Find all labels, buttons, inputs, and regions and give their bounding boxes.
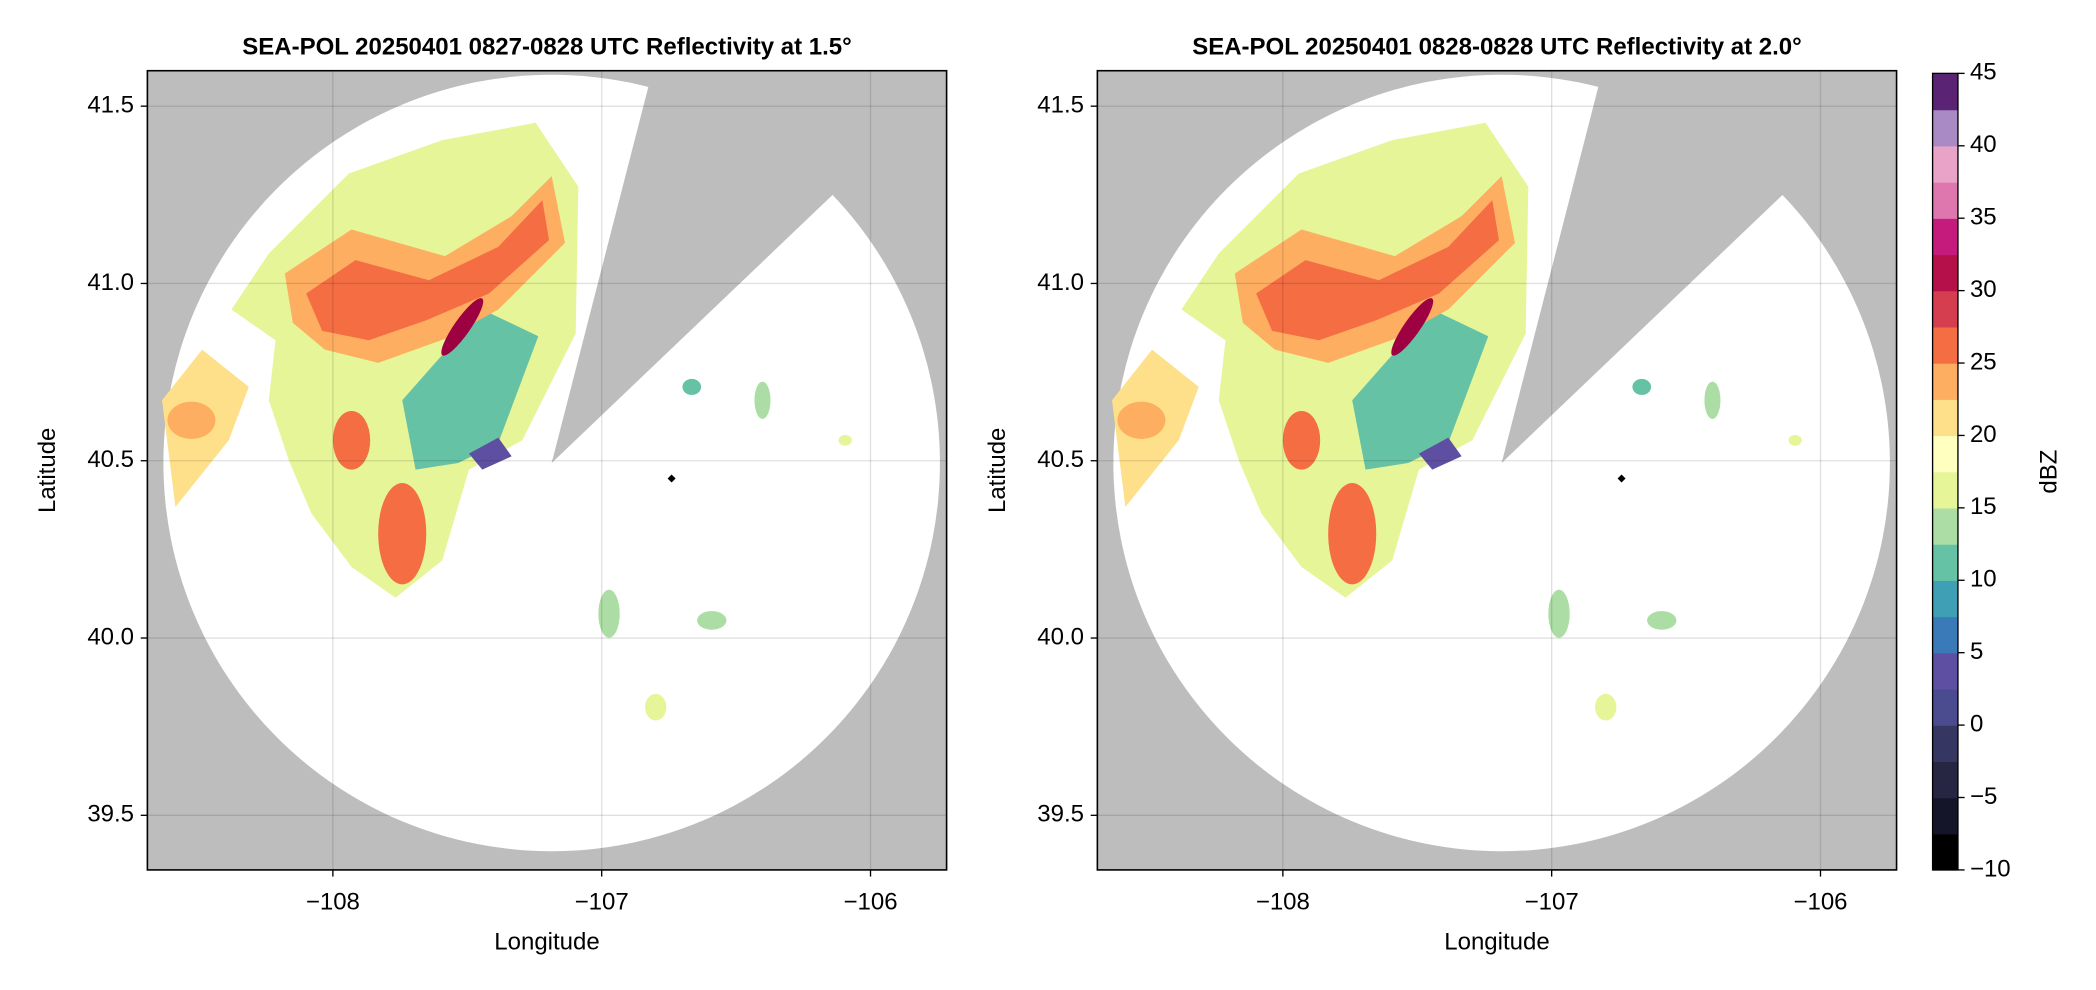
colorbar-tick-label: 5 (1970, 638, 1983, 665)
y-tick-label: 39.5 (1037, 801, 1084, 828)
y-tick-label: 41.5 (1037, 92, 1084, 119)
y-axis-label: Latitude (984, 428, 1011, 513)
colorbar-swatch (1932, 688, 1958, 726)
colorbar-swatch (1932, 471, 1958, 509)
colorbar-swatch (1932, 580, 1958, 618)
colorbar-swatch (1932, 254, 1958, 292)
colorbar-swatch (1932, 218, 1958, 256)
axes-frame (146, 69, 948, 871)
colorbar-swatch (1932, 652, 1958, 690)
colorbar-swatch (1932, 544, 1958, 581)
chart-title: SEA-POL 20250401 0827-0828 UTC Reflectiv… (242, 33, 851, 60)
x-axis-label: Longitude (494, 929, 599, 956)
y-tick-label: 40.5 (1037, 446, 1084, 473)
colorbar-tick-label: 10 (1970, 566, 1997, 593)
colorbar-swatch (1932, 833, 1958, 871)
colorbar-swatch (1932, 182, 1958, 219)
colorbar-swatch (1932, 507, 1958, 545)
y-tick-label: 41.0 (87, 269, 134, 296)
colorbar-swatch (1932, 399, 1958, 437)
blocked-sector (1501, 70, 1897, 463)
y-tick-label: 40.5 (87, 446, 134, 473)
x-axis-label: Longitude (1444, 929, 1549, 956)
colorbar-tick-label: 25 (1970, 348, 1997, 375)
colorbar-tick-label: 15 (1970, 493, 1997, 520)
y-axis-label: Latitude (34, 428, 61, 513)
x-tick-label: −106 (1793, 889, 1847, 916)
y-tick-label: 41.5 (87, 92, 134, 119)
colorbar-swatch (1932, 145, 1958, 183)
y-tick-label: 40.0 (87, 623, 134, 650)
colorbar-swatch (1932, 761, 1958, 799)
colorbar-swatch (1932, 73, 1958, 111)
colorbar-frame (1931, 72, 1959, 871)
chart-title: SEA-POL 20250401 0828-0828 UTC Reflectiv… (1192, 33, 1801, 60)
y-tick-label: 39.5 (87, 801, 134, 828)
radar-site (1617, 474, 1626, 483)
colorbar-tick-label: 30 (1970, 276, 1997, 303)
colorbar-swatch (1932, 363, 1958, 400)
y-tick-label: 41.0 (1037, 269, 1084, 296)
colorbar-label: dBZ (2035, 450, 2062, 494)
colorbar-swatch (1932, 109, 1958, 147)
plot-area (1097, 70, 1897, 870)
colorbar-tick-label: 0 (1970, 710, 1983, 737)
colorbar-swatch (1932, 616, 1958, 654)
colorbar-tick-label: 20 (1970, 421, 1997, 448)
x-tick-label: −107 (1525, 889, 1579, 916)
colorbar-swatch (1932, 435, 1958, 473)
x-tick-label: −106 (843, 889, 897, 916)
colorbar-tick-label: 40 (1970, 131, 1997, 158)
plot-area (147, 70, 947, 870)
colorbar-swatch (1932, 797, 1958, 835)
x-tick-label: −108 (1256, 889, 1310, 916)
colorbar-swatch (1932, 725, 1958, 762)
colorbar-tick-label: −5 (1970, 783, 1997, 810)
colorbar-tick-label: 45 (1970, 59, 1997, 86)
colorbar-tick-label: −10 (1970, 855, 2011, 882)
y-tick-label: 40.0 (1037, 623, 1084, 650)
colorbar-swatch (1932, 290, 1958, 328)
blocked-sector (551, 70, 947, 463)
x-tick-label: −107 (575, 889, 629, 916)
colorbar-tick-label: 35 (1970, 204, 1997, 231)
x-tick-label: −108 (306, 889, 360, 916)
colorbar-swatch (1932, 326, 1958, 364)
axes-frame (1096, 69, 1898, 871)
